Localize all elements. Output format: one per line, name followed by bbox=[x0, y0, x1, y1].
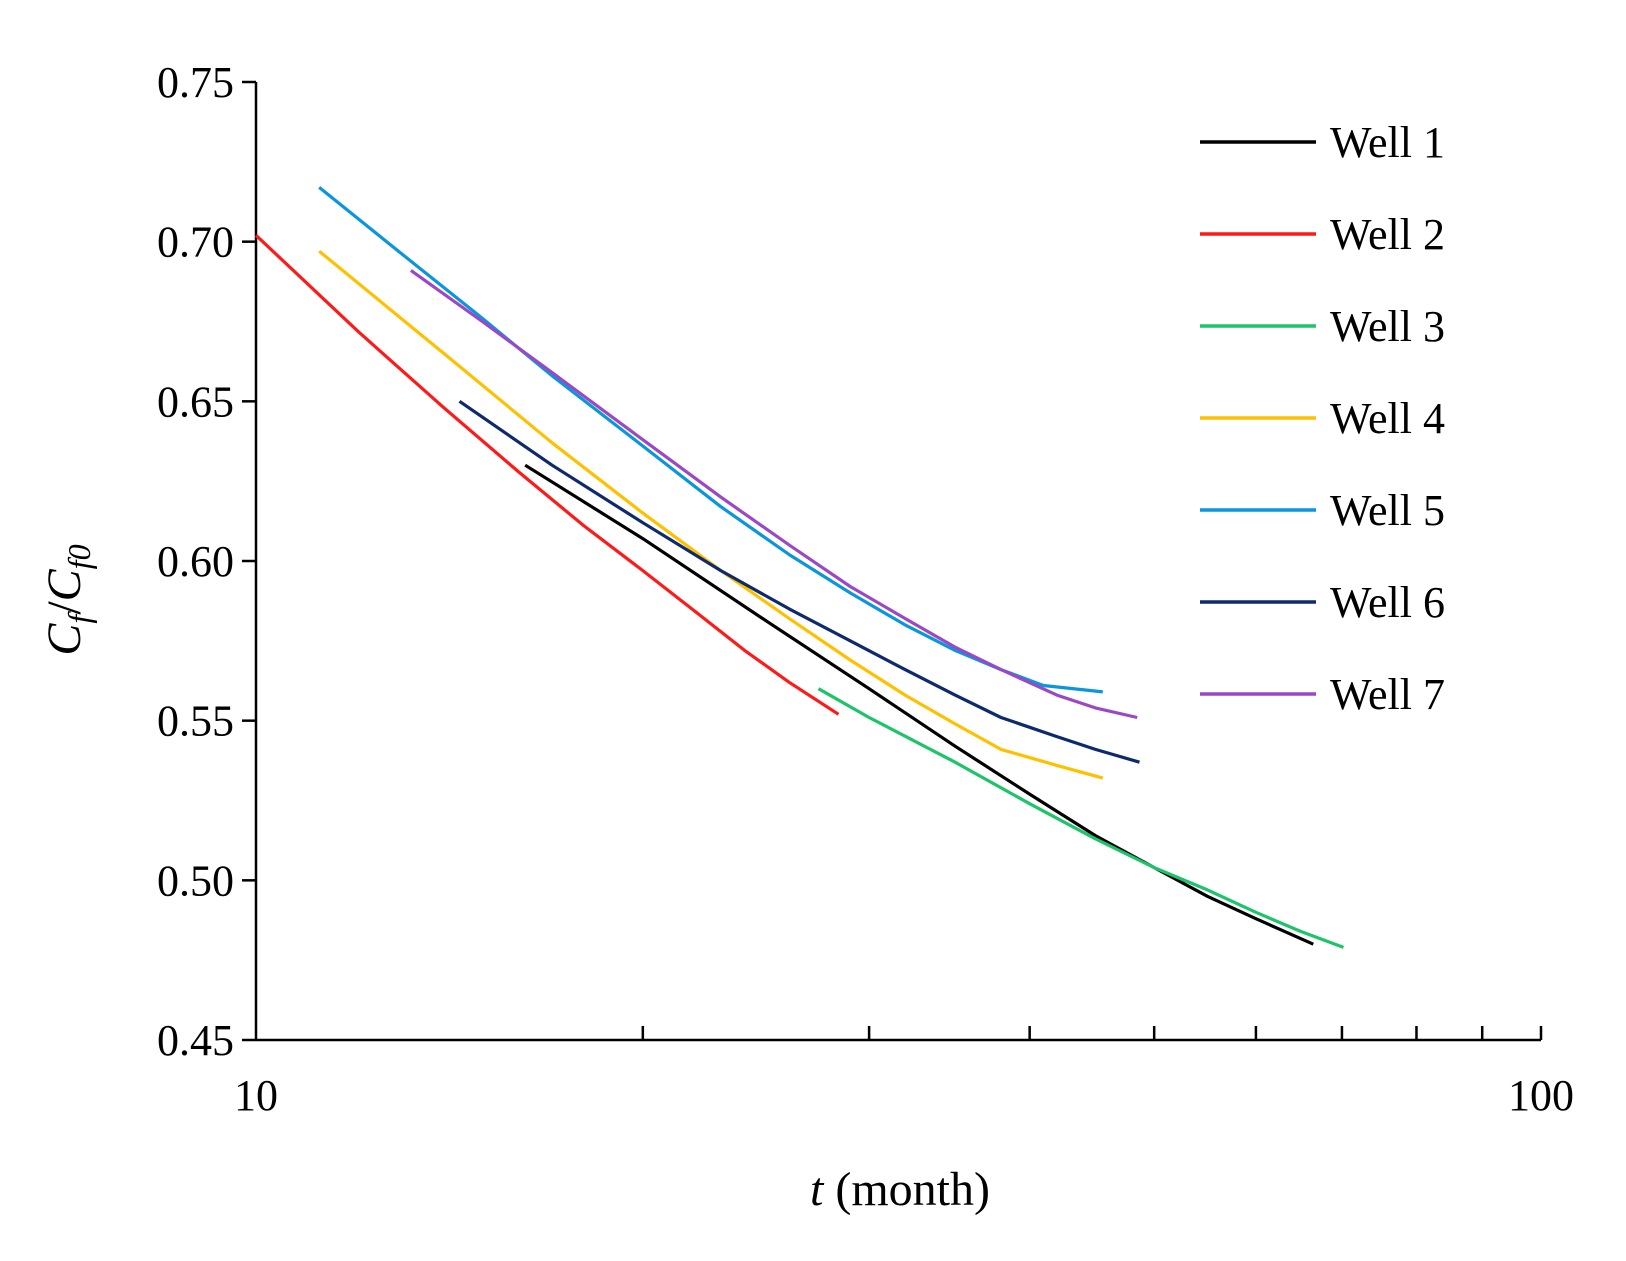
series-line-well-7 bbox=[409, 269, 1138, 720]
series-line-well-4 bbox=[318, 249, 1104, 780]
y-tick-label: 0.55 bbox=[157, 697, 234, 746]
x-tick-label: 100 bbox=[1508, 1071, 1574, 1120]
legend-label-well-7: Well 7 bbox=[1330, 670, 1445, 719]
axes: 0.45 0.50 0.55 0.60 0.65 0.70 0.75 10 100 bbox=[157, 58, 1574, 1120]
y-tick-label: 0.70 bbox=[157, 218, 234, 267]
legend-label-well-5: Well 5 bbox=[1330, 486, 1445, 535]
legend-label-well-6: Well 6 bbox=[1330, 578, 1445, 627]
legend-label-well-3: Well 3 bbox=[1330, 302, 1445, 351]
y-tick-label: 0.45 bbox=[157, 1016, 234, 1065]
series-line-well-6 bbox=[458, 399, 1140, 764]
series-line-well-1 bbox=[524, 463, 1314, 946]
y-tick-label: 0.75 bbox=[157, 58, 234, 107]
y-tick-label: 0.65 bbox=[157, 377, 234, 426]
legend-label-well-2: Well 2 bbox=[1330, 210, 1445, 259]
series-line-well-2 bbox=[254, 234, 840, 716]
y-tick-label: 0.60 bbox=[157, 537, 234, 586]
y-tick-label: 0.50 bbox=[157, 856, 234, 905]
series-lines bbox=[254, 186, 1345, 949]
x-axis-title: t (month) bbox=[810, 1163, 990, 1216]
legend-label-well-4: Well 4 bbox=[1330, 394, 1445, 443]
y-axis-title: Cf/Cf0 bbox=[38, 544, 97, 655]
x-tick-label: 10 bbox=[234, 1071, 278, 1120]
series-line-well-5 bbox=[318, 186, 1103, 694]
series-line-well-3 bbox=[817, 687, 1345, 949]
legend: Well 1 Well 2 Well 3 Well 4 Well 5 Well 6 Well… bbox=[1200, 118, 1445, 719]
legend-label-well-1: Well 1 bbox=[1330, 118, 1445, 167]
